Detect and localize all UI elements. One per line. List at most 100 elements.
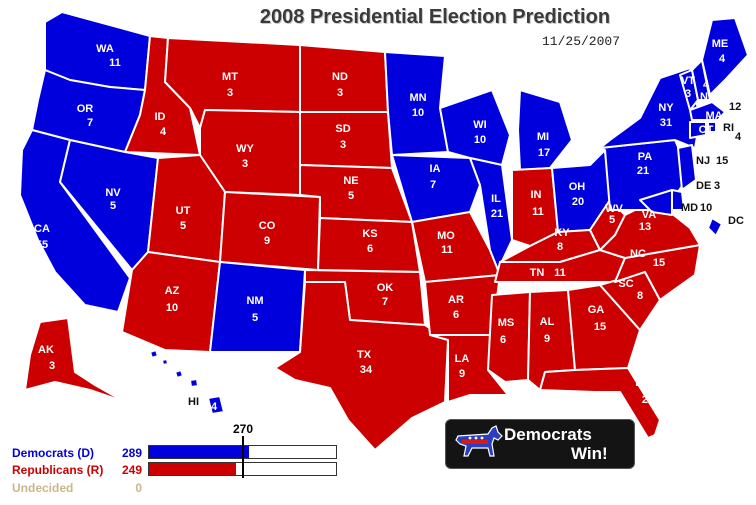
state-votes-WA: 11 [109,57,121,69]
state-votes-NM: 5 [252,312,258,324]
state-MA[interactable] [689,101,726,121]
state-votes-TN: 11 [554,267,566,279]
state-label-GA: GA [588,304,605,316]
state-votes-AZ: 10 [166,302,178,314]
svg-text:NM5: NM 5 [246,295,263,324]
state-votes-GA: 15 [594,321,606,333]
state-label-AK: AK [38,344,54,356]
state-label-MS: MS [498,317,515,329]
state-MS[interactable] [487,291,531,383]
state-CT[interactable] [689,121,707,139]
state-GA[interactable] [567,284,641,371]
state-votes-OH: 20 [572,196,584,208]
state-NH[interactable] [691,59,711,101]
state-label-TN: TN [530,267,545,279]
state-votes-SD: 3 [340,139,346,151]
state-votes-SC: 8 [637,290,643,302]
threshold-marker [242,436,244,478]
state-votes-KY: 8 [557,241,563,253]
state-label-PA: PA [638,151,653,163]
state-label-CT: CT [699,124,714,136]
prediction-date: 11/25/2007 [541,34,620,49]
state-ME[interactable] [701,17,749,96]
state-votes-CA: 55 [36,239,48,251]
hawaii-small-island [189,378,199,388]
hawaii-small-island [161,358,169,366]
state-votes-LA: 9 [459,368,465,380]
state-votes-UT: 5 [180,220,186,232]
state-label-AZ: AZ [165,285,180,297]
state-label-OK: OK [377,282,394,294]
state-label-WA: WA [96,43,114,55]
state-votes-NC: 15 [653,257,665,269]
winner-badge: Democrats Win! [445,419,635,469]
state-label-VA: VA [642,209,657,221]
state-label-NY: NY [658,102,674,114]
state-AK[interactable] [24,317,126,403]
badge-line1: Democrats [504,425,592,444]
state-votes-WI: 10 [474,134,486,146]
state-label-IN: IN [531,189,542,201]
state-IA[interactable] [391,154,481,223]
state-TX[interactable] [274,281,449,451]
svg-text:UT5: UT 5 [176,205,191,232]
svg-text:WV5: WV 5 [605,203,623,226]
state-label-KS: KS [362,228,377,240]
state-label-MN: MN [409,92,426,104]
state-MD[interactable] [639,189,673,216]
state-label-ME: ME [712,38,729,50]
state-label-AR: AR [448,294,464,306]
state-votes-NJ: 15 [716,155,728,167]
state-label-NC: NC [630,248,646,260]
legend-count-und: 0 [135,481,142,495]
state-label-DC: DC [728,215,744,227]
state-votes-ND: 3 [337,87,343,99]
svg-text:NC15: NC 15 [630,248,665,269]
state-votes-MT: 3 [227,87,233,99]
state-label-MD: MD [681,202,698,214]
state-NJ[interactable] [677,144,697,191]
svg-text:SD3: SD 3 [335,123,350,151]
state-votes-ME: 4 [719,53,726,65]
state-WV[interactable] [589,199,626,251]
rep-bar-fill [149,463,236,475]
state-label-MT: MT [222,71,238,83]
dem-bar-fill [149,446,249,458]
state-HI[interactable] [207,395,225,415]
state-votes-VT: 3 [685,88,691,100]
state-votes-NY: 31 [660,117,672,129]
state-NM[interactable] [209,261,306,353]
state-votes-PA: 21 [637,165,649,177]
svg-text:4NH: 4 NH [700,79,716,103]
state-label-UT: UT [176,205,191,217]
svg-text:ME4: ME 4 [712,38,729,65]
state-label-ID: ID [155,111,166,123]
state-votes-DC: 3 [728,229,734,241]
state-label-RI: RI [723,122,734,134]
state-votes-MI: 17 [538,147,550,159]
state-votes-AL: 9 [544,333,550,345]
state-votes-MD: 10 [700,202,712,214]
legend-label-rep: Republicans (R) [12,463,104,477]
map-title: 2008 Presidential Election Prediction [259,6,611,28]
svg-text:NE5: NE 5 [343,175,358,202]
state-label-VT: VT [681,75,695,87]
state-DC[interactable] [707,217,723,237]
svg-text:AL9: AL 9 [540,316,555,345]
svg-text:OR7: OR 7 [77,103,94,129]
svg-text:MS6: MS 6 [498,317,515,346]
state-label-ND: ND [332,71,348,83]
state-FL[interactable] [539,367,661,439]
state-votes-MO: 11 [441,244,453,256]
state-RI[interactable] [707,121,717,133]
hawaii-small-island [149,349,159,359]
